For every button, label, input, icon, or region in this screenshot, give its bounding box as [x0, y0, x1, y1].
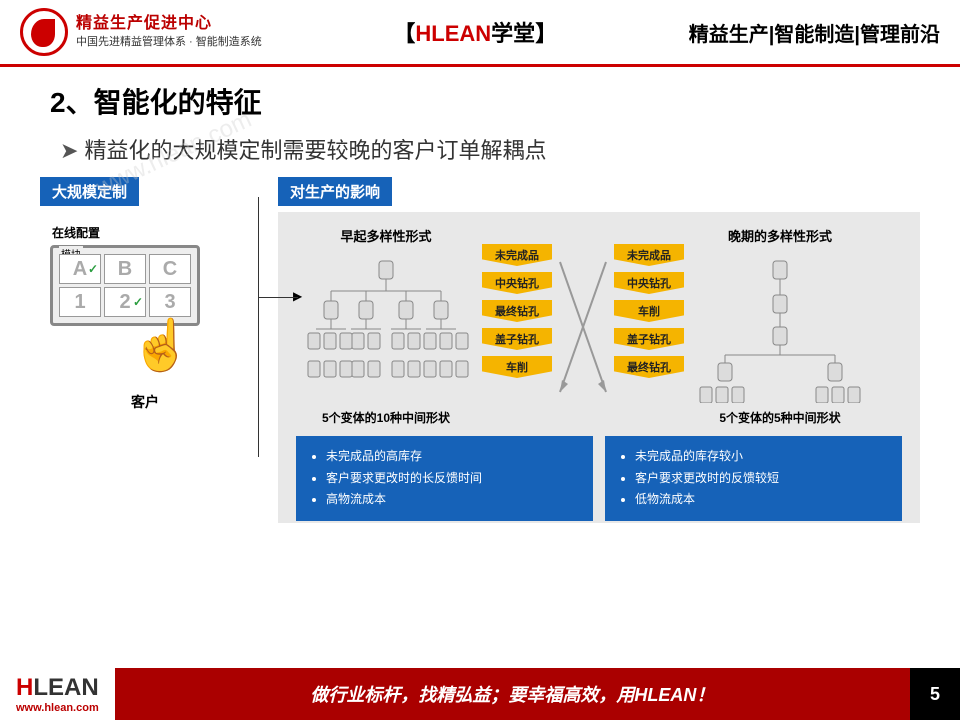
- footer-url: www.hlean.com: [16, 702, 99, 714]
- cross-arrows-icon: [558, 252, 608, 412]
- config-cell: B: [104, 254, 146, 284]
- step: 未完成品: [614, 244, 684, 266]
- step: 中央钻孔: [482, 272, 552, 294]
- steps-right: 未完成品 中央钻孔 车削 盖子钻孔 最终钻孔: [614, 244, 684, 380]
- list-item: 客户要求更改时的反馈较短: [635, 468, 888, 490]
- footer-logo-rest: LEAN: [33, 674, 98, 701]
- config-cell: A✓: [59, 254, 101, 284]
- header-mid: 【HLEAN学堂】: [262, 16, 689, 48]
- left-column: 大规模定制 在线配置 模块 A✓ B C 1 2✓ 3 客户: [40, 177, 250, 523]
- list-item: 客户要求更改时的长反馈时间: [326, 468, 579, 490]
- footer-logo: HLEAN www.hlean.com: [0, 668, 115, 720]
- list-item: 未完成品的高库存: [326, 446, 579, 468]
- list-item: 低物流成本: [635, 489, 888, 511]
- step: 车削: [614, 300, 684, 322]
- step: 最终钻孔: [482, 300, 552, 322]
- header: 精益生产促进中心 中国先进精益管理体系 · 智能制造系统 【HLEAN学堂】 精…: [0, 0, 960, 67]
- config-title: 在线配置: [52, 224, 250, 241]
- bracket-l: 【: [393, 21, 415, 46]
- logo-title: 精益生产促进中心: [76, 14, 262, 35]
- caption-right: 5个变体的5种中间形状: [719, 409, 840, 426]
- step: 最终钻孔: [614, 356, 684, 378]
- tree-right: 晚期的多样性形式: [690, 226, 870, 426]
- trees-row: 早起多样性形式: [296, 226, 902, 426]
- logo-text: 精益生产促进中心 中国先进精益管理体系 · 智能制造系统: [76, 14, 262, 49]
- steps-left: 未完成品 中央钻孔 最终钻孔 盖子钻孔 车削: [482, 244, 552, 380]
- check-icon: ✓: [88, 255, 98, 283]
- logo-subtitle: 中国先进精益管理体系 · 智能制造系统: [76, 35, 262, 49]
- logo-block: 精益生产促进中心 中国先进精益管理体系 · 智能制造系统: [20, 8, 262, 56]
- caption-left: 5个变体的10种中间形状: [322, 409, 450, 426]
- step: 车削: [482, 356, 552, 378]
- step: 盖子钻孔: [482, 328, 552, 350]
- logo-icon: [20, 8, 68, 56]
- config-cell: C: [149, 254, 191, 284]
- tree-left-title: 早起多样性形式: [340, 226, 431, 245]
- config-cell: 1: [59, 287, 101, 317]
- tree-right-title: 晚期的多样性形式: [728, 226, 832, 245]
- page-title: 2、智能化的特征: [0, 67, 960, 129]
- content: 大规模定制 在线配置 模块 A✓ B C 1 2✓ 3 客户 对生产的影响 早起…: [0, 177, 960, 523]
- footer: HLEAN www.hlean.com 做行业标杆，找精弘益；要幸福高效，用HL…: [0, 668, 960, 720]
- list-item: 未完成品的库存较小: [635, 446, 888, 468]
- config-cell: 2✓: [104, 287, 146, 317]
- customer-label: 客户: [40, 392, 250, 412]
- step: 中央钻孔: [614, 272, 684, 294]
- header-mid-red: HLEAN: [415, 21, 491, 46]
- blue-box-right: 未完成品的库存较小 客户要求更改时的反馈较短 低物流成本: [605, 436, 902, 521]
- tree-left-svg: [296, 253, 476, 403]
- right-blue-label: 对生产的影响: [278, 177, 392, 206]
- step: 盖子钻孔: [614, 328, 684, 350]
- tree-right-svg: [690, 253, 870, 403]
- check-icon: ✓: [133, 288, 143, 316]
- page-number: 5: [910, 668, 960, 720]
- step: 未完成品: [482, 244, 552, 266]
- hand-icon: [125, 326, 165, 386]
- footer-logo-h: H: [16, 674, 33, 701]
- right-column: 对生产的影响 早起多样性形式: [278, 177, 920, 523]
- header-right: 精益生产|智能制造|管理前沿: [689, 18, 940, 47]
- config-box: 模块 A✓ B C 1 2✓ 3: [50, 245, 200, 326]
- gray-panel: 早起多样性形式: [278, 212, 920, 523]
- left-blue-label: 大规模定制: [40, 177, 139, 206]
- tree-left: 早起多样性形式: [296, 226, 476, 426]
- bullet: 精益化的大规模定制需要较晚的客户订单解耦点: [0, 129, 960, 177]
- blue-box-left: 未完成品的高库存 客户要求更改时的长反馈时间 高物流成本: [296, 436, 593, 521]
- list-item: 高物流成本: [326, 489, 579, 511]
- blue-box-row: 未完成品的高库存 客户要求更改时的长反馈时间 高物流成本 未完成品的库存较小 客…: [296, 436, 902, 521]
- footer-slogan: 做行业标杆，找精弘益；要幸福高效，用HLEAN！: [115, 668, 910, 720]
- arrow-icon: [258, 197, 278, 457]
- config-cell: 3: [149, 287, 191, 317]
- header-mid-black: 学堂: [491, 21, 535, 46]
- bracket-r: 】: [535, 21, 557, 46]
